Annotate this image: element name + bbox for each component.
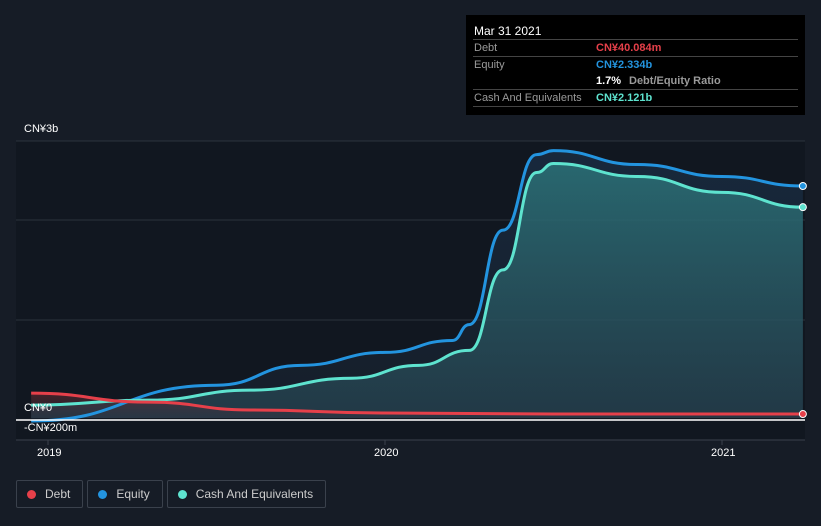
debt-value: CN¥40.084m — [596, 42, 662, 54]
x-tick-label: 2020 — [374, 447, 399, 459]
line-cash-and-equivalents — [31, 162, 803, 407]
y-tick-label: CN¥3b — [24, 123, 59, 135]
y-tick-label: CN¥0 — [24, 402, 53, 414]
debt-label: Debt — [474, 42, 498, 54]
x-tick-label: 2019 — [37, 447, 62, 459]
legend-equity[interactable]: Equity — [87, 480, 163, 508]
end-point-debt — [798, 410, 807, 419]
cash-dot-icon — [177, 489, 187, 499]
chart — [16, 140, 807, 445]
line-debt — [31, 391, 803, 416]
ratio-label: Debt/Equity Ratio — [629, 75, 721, 87]
ratio-value: 1.7% — [596, 75, 622, 87]
line-equity — [31, 149, 803, 423]
legend-debt[interactable]: Debt — [16, 480, 84, 508]
area-cash-and-equivalents — [31, 163, 803, 418]
x-tick-label: 2021 — [711, 447, 736, 459]
cash-label: Cash And Equivalents — [474, 92, 582, 104]
cash-value: CN¥2.121b — [596, 92, 653, 104]
equity-label: Equity — [474, 59, 505, 71]
end-point-equity — [798, 182, 807, 191]
legend-label: Debt — [45, 487, 71, 501]
end-point-cash-and-equivalents — [798, 203, 807, 212]
legend: Debt Equity Cash And Equivalents — [16, 480, 327, 508]
equity-value: CN¥2.334b — [596, 59, 653, 71]
y-tick-label: -CN¥200m — [24, 422, 78, 434]
debt-dot-icon — [27, 489, 36, 499]
area-debt — [31, 393, 803, 418]
legend-label: Cash And Equivalents — [195, 487, 314, 501]
legend-label: Equity — [116, 487, 150, 501]
tooltip-date: Mar 31 2021 — [474, 24, 542, 38]
tooltip: Mar 31 2021 Debt CN¥40.084m Equity CN¥2.33… — [466, 15, 805, 115]
equity-dot-icon — [98, 489, 108, 499]
legend-cash[interactable]: Cash And Equivalents — [166, 480, 327, 508]
